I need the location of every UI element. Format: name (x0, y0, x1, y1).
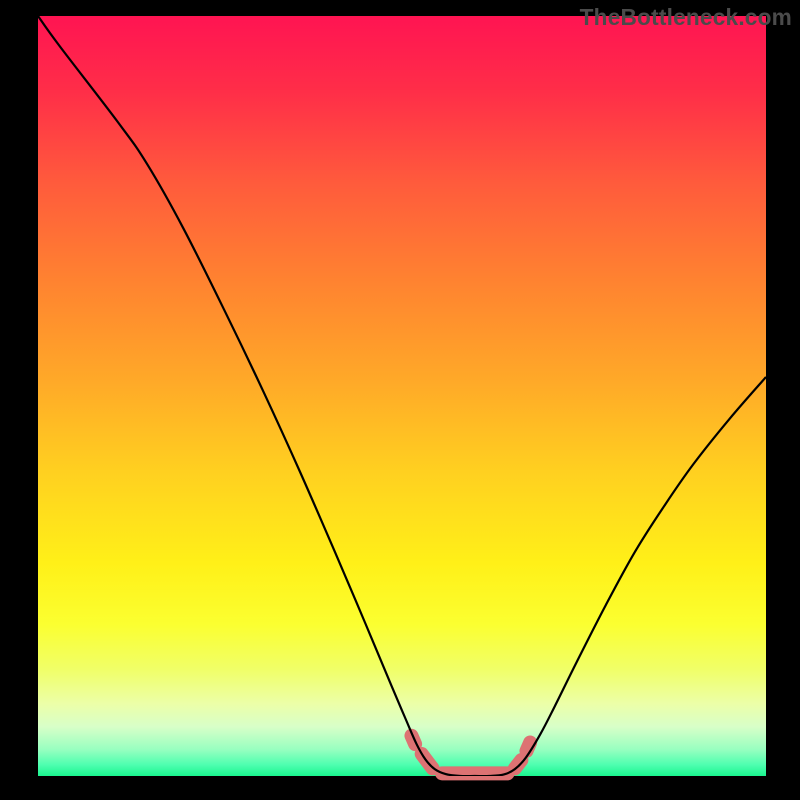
plot-background (38, 16, 766, 776)
chart-stage: TheBottleneck.com (0, 0, 800, 800)
watermark-text: TheBottleneck.com (580, 4, 792, 31)
bottleneck-chart (0, 0, 800, 800)
